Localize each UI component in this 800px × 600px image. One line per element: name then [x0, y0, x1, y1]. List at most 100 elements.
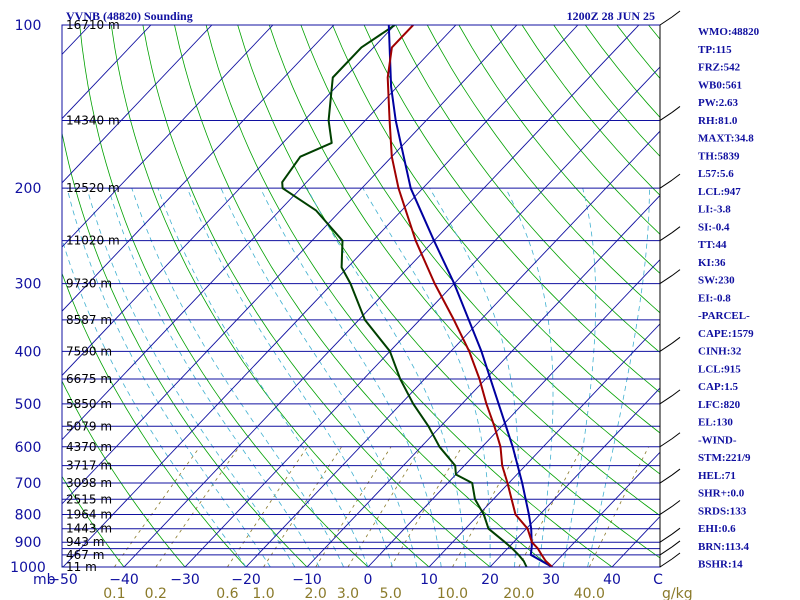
profile-layer: [281, 25, 553, 567]
isotherm-line: [62, 25, 579, 567]
index-item: CINH:32: [698, 346, 742, 358]
index-item: SRDS:133: [698, 505, 747, 517]
wind-barb: [659, 395, 673, 405]
indices-panel: WMO:48820 TP:115 FRZ:542 WB0:561 PW:2.63 RH:8…: [698, 26, 760, 571]
wind-barb-flag: [671, 527, 681, 535]
index-item: TP:115: [698, 44, 732, 56]
index-item: LCL:915: [698, 363, 741, 375]
height-label: 4370 m: [66, 440, 112, 454]
index-item: SI:-0.4: [698, 221, 730, 233]
mixing-ratio-unit-label: g/kg: [662, 586, 693, 600]
temperature-tick-label: −40: [109, 572, 139, 588]
temperature-tick-label: 40: [603, 572, 621, 588]
index-item: STM:221/9: [698, 452, 751, 464]
height-label: 3098 m: [66, 476, 112, 490]
height-label: 1443 m: [66, 522, 112, 536]
wind-barb-flag: [671, 106, 681, 113]
index-item: L57:5.6: [698, 168, 734, 180]
wind-barb-flag: [671, 500, 681, 507]
height-label: 16710 m: [66, 18, 120, 32]
index-item: SHR+:0.0: [698, 488, 745, 500]
moist-adiabat-line: [131, 188, 344, 567]
height-label: 14340 m: [66, 113, 120, 127]
height-label: 11020 m: [66, 234, 120, 248]
index-item: EHI:0.6: [698, 523, 736, 535]
height-label: 8587 m: [66, 313, 112, 327]
temperature-line: [386, 25, 553, 567]
chart-title-time: 1200Z 28 JUN 25: [567, 9, 655, 23]
temp-unit-label: C: [653, 572, 663, 588]
mixing-ratio-line: [518, 446, 583, 567]
wind-barb-flag: [671, 10, 681, 18]
index-item: LI:-3.8: [698, 204, 731, 216]
pressure-tick-label: 1000: [10, 560, 46, 576]
mixing-ratio-tick-label: 3.0: [337, 586, 359, 600]
mixing-ratio-line: [315, 446, 392, 567]
wind-barb-flag: [671, 552, 681, 560]
mixing-ratio-tick-label: 0.1: [103, 586, 125, 600]
index-item: BSHR:14: [698, 559, 743, 571]
height-label: 1964 m: [66, 507, 112, 521]
temperature-tick-label: 10: [420, 572, 438, 588]
mixing-ratio-line: [263, 446, 342, 567]
index-item: WB0:561: [698, 79, 742, 91]
index-item: EL:130: [698, 417, 733, 429]
mixing-ratio-tick-label: 1.0: [252, 586, 274, 600]
wind-barb: [659, 232, 673, 242]
moist-adiabat-line: [108, 188, 320, 567]
height-label: 943 m: [66, 535, 104, 549]
wind-barb: [659, 275, 673, 285]
wind-barb: [659, 112, 673, 121]
mixing-ratio-tick-label: 2.0: [305, 586, 327, 600]
index-item: LFC:820: [698, 399, 741, 411]
moist-adiabat-line: [186, 188, 393, 567]
dewpoint-line: [281, 25, 528, 567]
height-label: 6675 m: [66, 372, 112, 386]
chart-title-station: VVNB (48820) Sounding: [66, 9, 193, 23]
mixing-ratio-tick-label: 0.6: [216, 586, 238, 600]
moist-adiabat-line: [587, 188, 650, 567]
mixing-ratio-tick-label: 40.0: [574, 586, 605, 600]
pressure-tick-label: 500: [15, 397, 42, 413]
isotherm-line: [62, 25, 335, 312]
wind-barb-flag: [671, 226, 681, 234]
mixing-ratio-tick-label: 5.0: [380, 586, 402, 600]
index-item: PW:2.63: [698, 97, 739, 109]
pressure-tick-label: 900: [15, 535, 42, 551]
height-label: 467 m: [66, 548, 104, 562]
pressure-tick-label: 200: [15, 181, 42, 197]
isotherm-line: [367, 258, 660, 567]
index-item: TH:5839: [698, 150, 740, 162]
wind-barb-flag: [671, 468, 681, 476]
pressure-tick-label: 100: [15, 18, 42, 34]
wind-barb: [659, 438, 673, 448]
isotherm-line: [428, 323, 660, 567]
pressure-unit-label: mb: [33, 572, 56, 588]
height-label: 5079 m: [66, 419, 112, 433]
temperature-tick-label: −50: [48, 572, 78, 588]
mixing-ratio-line: [227, 446, 308, 567]
mixing-ratio-tick-label: 20.0: [503, 586, 534, 600]
wind-barb-flag: [671, 173, 681, 181]
height-label: 9730 m: [66, 277, 112, 291]
isotherm-line: [62, 25, 457, 441]
pressure-tick-label: 600: [15, 440, 42, 456]
temperature-tick-label: −10: [292, 572, 322, 588]
pressure-tick-label: 800: [15, 507, 42, 523]
isotherm-line: [306, 194, 660, 567]
height-label: 5850 m: [66, 397, 112, 411]
pressure-tick-label: 400: [15, 344, 42, 360]
index-item: CAPE:1579: [698, 328, 754, 340]
temperature-tick-label: 30: [542, 572, 560, 588]
height-label: 3717 m: [66, 459, 112, 473]
index-item: RH:81.0: [698, 115, 738, 127]
index-item: BRN:113.4: [698, 541, 750, 553]
height-label: 2515 m: [66, 492, 112, 506]
temperature-tick-label: −30: [170, 572, 200, 588]
index-item: -PARCEL-: [698, 310, 750, 322]
isotherm-line: [62, 25, 518, 505]
index-item: HEL:71: [698, 470, 736, 482]
temperature-tick-label: −20: [231, 572, 261, 588]
